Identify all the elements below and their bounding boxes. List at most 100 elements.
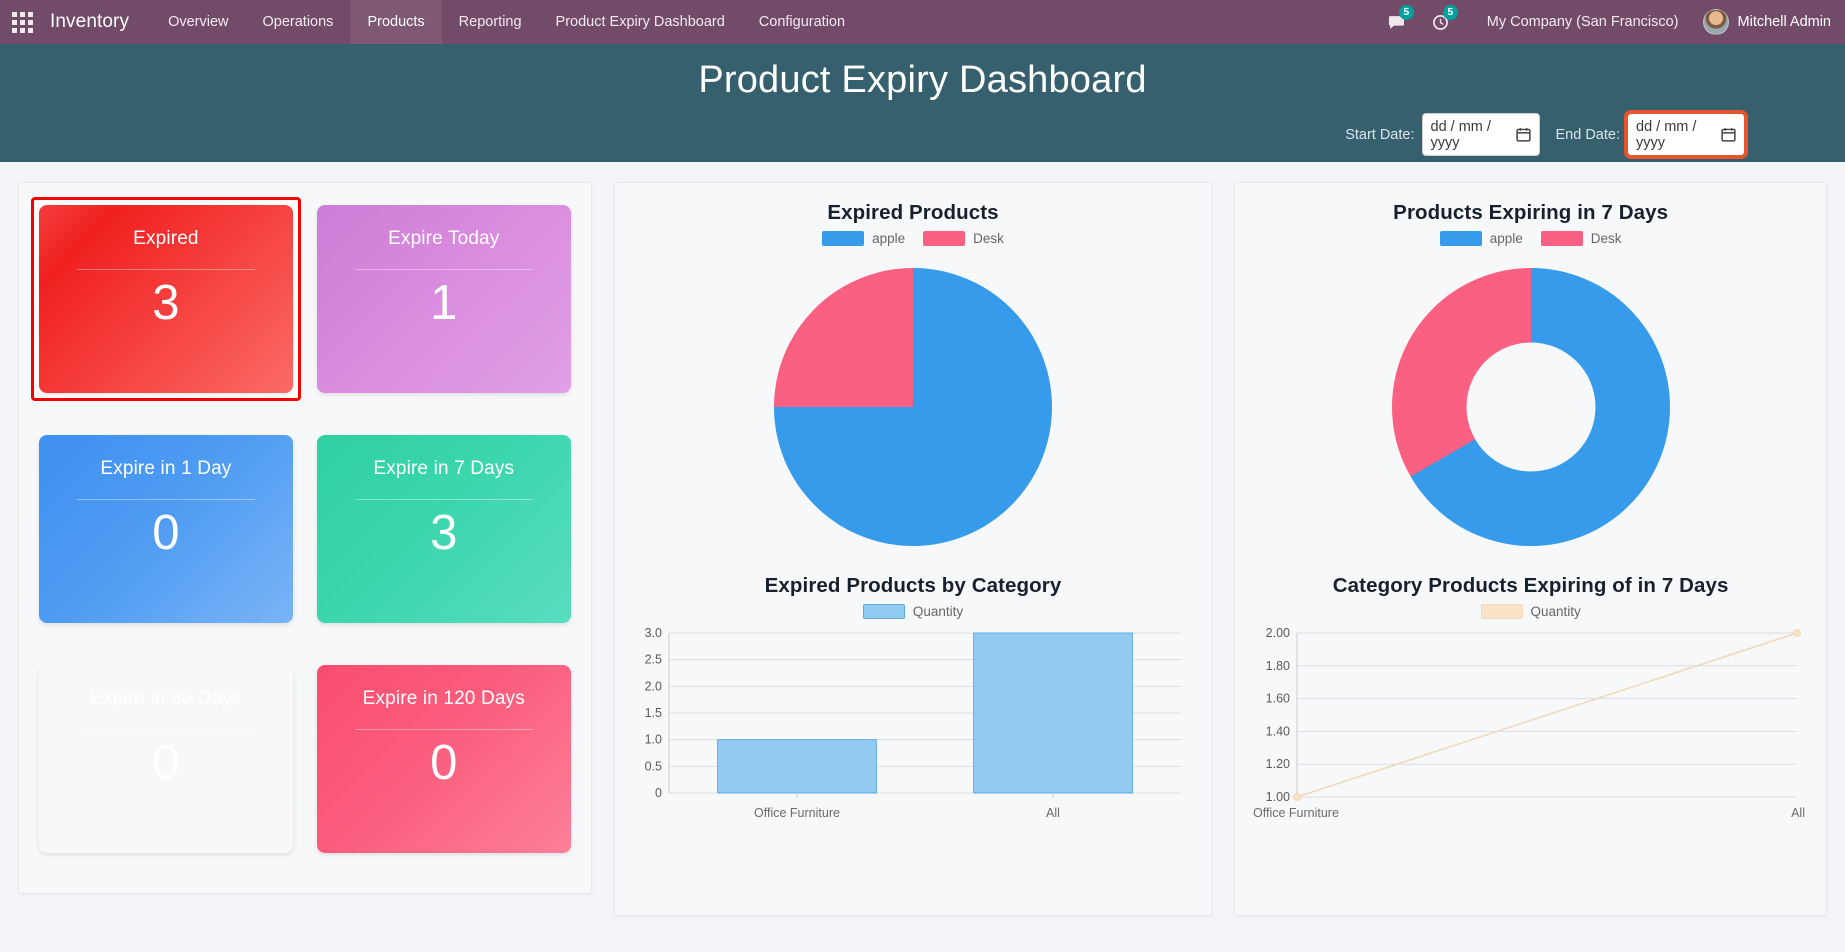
legend-item-quantity[interactable]: Quantity — [862, 604, 964, 619]
kpi-divider — [354, 499, 533, 500]
nav-item-overview[interactable]: Overview — [168, 14, 229, 30]
kpi-card-expire-30-days-wrapper[interactable]: Expire in 30 Days 0 — [31, 657, 301, 861]
legend-swatch — [1480, 604, 1523, 619]
dashboard-header: Product Expiry Dashboard Start Date: dd … — [0, 44, 1845, 162]
expiring-7-days-panel: Products Expiring in 7 Days apple Desk — [1234, 182, 1827, 916]
kpi-title: Expire in 30 Days — [90, 688, 242, 709]
legend-item-apple[interactable]: apple — [1439, 231, 1523, 246]
expired-by-category-bar-chart[interactable]: 3.0 2.5 2.0 1.5 1.0 0.5 0 Office Furniture All — [629, 625, 1189, 825]
legend-label: Quantity — [912, 604, 964, 619]
legend-swatch — [923, 231, 966, 246]
kpi-value: 0 — [152, 506, 180, 560]
kpi-title: Expired — [133, 228, 199, 249]
kpi-value: 0 — [430, 736, 458, 790]
nav-item-operations[interactable]: Operations — [262, 14, 334, 30]
legend-item-desk[interactable]: Desk — [1540, 231, 1622, 246]
kpi-value: 3 — [152, 276, 180, 330]
svg-text:3.0: 3.0 — [644, 626, 661, 640]
svg-text:All: All — [1791, 806, 1805, 820]
kpi-card-expired-wrapper[interactable]: Expired 3 — [31, 197, 301, 401]
nav-item-configuration[interactable]: Configuration — [758, 14, 846, 30]
category-expiring-7-days-block: Category Products Expiring of in 7 Days … — [1249, 566, 1812, 825]
dashboard-content: Expired 3 Expire Today 1 Expire — [0, 162, 1845, 916]
nav-item-products[interactable]: Products — [350, 0, 442, 44]
kpi-value: 0 — [152, 736, 180, 790]
svg-text:2.00: 2.00 — [1266, 626, 1290, 640]
kpi-row: Expired 3 Expire Today 1 — [31, 197, 579, 401]
svg-text:Office Furniture: Office Furniture — [1253, 806, 1339, 820]
nav-item-reporting[interactable]: Reporting — [458, 14, 522, 30]
chart-title: Expired Products — [827, 201, 999, 224]
kpi-title: Expire Today — [388, 228, 500, 249]
expired-products-pie-chart[interactable] — [774, 268, 1052, 546]
kpi-card-expire-1-day[interactable]: Expire in 1 Day 0 — [39, 435, 293, 623]
calendar-icon[interactable] — [1721, 127, 1736, 142]
expired-products-panel: Expired Products apple Desk Expired Prod… — [613, 182, 1213, 916]
activities-badge: 5 — [1442, 5, 1458, 20]
svg-text:2.5: 2.5 — [644, 653, 661, 667]
kpi-card-expire-1-day-wrapper[interactable]: Expire in 1 Day 0 — [31, 427, 301, 631]
svg-text:1.5: 1.5 — [644, 706, 661, 720]
start-date-input[interactable]: dd / mm / yyyy — [1421, 113, 1540, 156]
category-expiring-7-days-line-chart[interactable]: 2.00 1.80 1.60 1.40 1.20 1.00 Office Furniture… — [1249, 625, 1805, 825]
svg-text:0: 0 — [655, 786, 662, 800]
top-navbar: Inventory Overview Operations Products R… — [0, 0, 1845, 44]
company-switcher[interactable]: My Company (San Francisco) — [1486, 14, 1679, 30]
apps-menu-button[interactable] — [0, 0, 44, 44]
end-date-label: End Date: — [1555, 126, 1621, 143]
messages-button[interactable]: 5 — [1377, 0, 1417, 44]
kpi-title: Expire in 7 Days — [373, 458, 515, 479]
legend-swatch — [1439, 231, 1482, 246]
kpi-card-expire-30-days[interactable]: Expire in 30 Days 0 — [39, 665, 293, 853]
avatar — [1702, 9, 1729, 35]
navbar-right-tools: 5 5 My Company (San Francisco) Mitchell … — [1377, 0, 1845, 44]
legend-item-quantity[interactable]: Quantity — [1480, 604, 1581, 619]
kpi-card-expired[interactable]: Expired 3 — [39, 205, 293, 393]
chart-title: Products Expiring in 7 Days — [1393, 201, 1669, 224]
nav-item-product-expiry-dashboard[interactable]: Product Expiry Dashboard — [555, 14, 725, 30]
svg-text:1.80: 1.80 — [1266, 659, 1290, 673]
kpi-value: 1 — [430, 276, 458, 330]
messages-badge: 5 — [1398, 5, 1414, 20]
pie-chart-area — [629, 252, 1198, 562]
start-date-label: Start Date: — [1345, 126, 1415, 143]
kpi-card-expire-120-days[interactable]: Expire in 120 Days 0 — [316, 665, 571, 853]
kpi-card-expire-7-days-wrapper[interactable]: Expire in 7 Days 3 — [309, 427, 579, 631]
kpi-card-expire-120-days-wrapper[interactable]: Expire in 120 Days 0 — [309, 657, 579, 861]
chat-bubble-icon — [1389, 15, 1405, 29]
chart-legend: apple Desk — [629, 231, 1198, 246]
end-date-input[interactable]: dd / mm / yyyy — [1624, 110, 1748, 159]
legend-label: apple — [1489, 231, 1523, 246]
clock-icon — [1433, 14, 1449, 30]
apps-grid-icon — [11, 11, 33, 33]
svg-text:1.0: 1.0 — [644, 733, 661, 747]
kpi-card-expire-today-wrapper[interactable]: Expire Today 1 — [309, 197, 579, 401]
main-menu: Overview Operations Products Reporting P… — [151, 0, 862, 44]
kpi-card-expire-7-days[interactable]: Expire in 7 Days 3 — [316, 435, 571, 623]
calendar-icon[interactable] — [1515, 127, 1531, 142]
activities-button[interactable]: 5 — [1421, 0, 1461, 44]
svg-text:1.20: 1.20 — [1266, 757, 1290, 771]
svg-text:Office Furniture: Office Furniture — [754, 806, 840, 820]
user-menu[interactable]: Mitchell Admin — [1699, 9, 1831, 35]
legend-item-apple[interactable]: apple — [822, 231, 905, 246]
legend-item-desk[interactable]: Desk — [923, 231, 1004, 246]
donut-hole — [1466, 342, 1596, 472]
user-name: Mitchell Admin — [1737, 14, 1831, 30]
legend-swatch — [862, 604, 905, 619]
kpi-card-expire-today[interactable]: Expire Today 1 — [316, 205, 571, 393]
svg-text:All: All — [1046, 806, 1060, 820]
svg-text:1.60: 1.60 — [1266, 692, 1290, 706]
kpi-value: 3 — [430, 506, 458, 560]
app-brand[interactable]: Inventory — [50, 11, 130, 32]
legend-label: Desk — [1590, 231, 1622, 246]
chart-legend: Quantity — [1249, 604, 1812, 619]
expired-by-category-block: Expired Products by Category Quantity 3.… — [629, 566, 1198, 825]
date-filters: Start Date: dd / mm / yyyy End Date: dd … — [1345, 110, 1748, 159]
kpi-panel: Expired 3 Expire Today 1 Expire — [18, 182, 592, 894]
start-date-value: dd / mm / yyyy — [1430, 118, 1491, 151]
svg-text:1.00: 1.00 — [1266, 790, 1290, 804]
donut-wrapper — [1391, 268, 1670, 546]
legend-swatch — [822, 231, 865, 246]
kpi-divider — [77, 499, 255, 500]
